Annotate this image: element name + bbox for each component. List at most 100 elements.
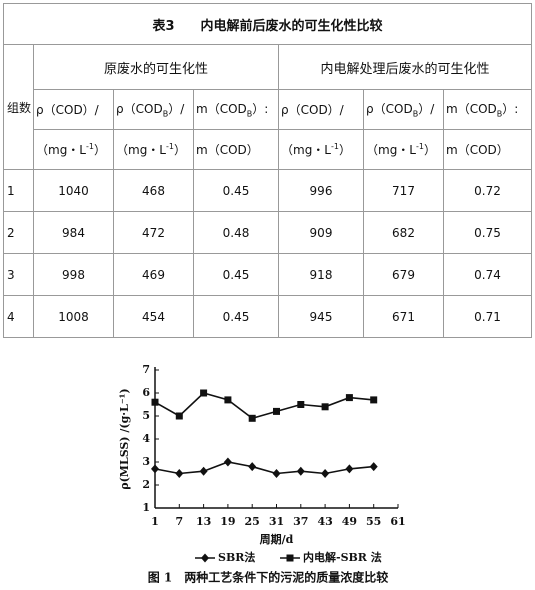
header-text: B (162, 109, 169, 119)
table-cell: 468 (113, 169, 194, 212)
header-text: ρ（COD (366, 102, 413, 117)
header-text: m（COD (446, 102, 497, 117)
column-header: （mg・L-1） (278, 129, 364, 170)
table-cell: 0.45 (193, 253, 279, 296)
y-tick-label: 1 (142, 501, 150, 514)
row-header: 组数 (3, 44, 34, 170)
column-header: （mg・L-1） (363, 129, 444, 170)
header-text: ）/ (418, 102, 435, 117)
header-text: ρ（COD (116, 102, 163, 117)
column-header: ρ（COD）/ (278, 89, 364, 130)
point (200, 389, 208, 397)
table-cell: 682 (363, 211, 444, 254)
table-cell: 1040 (33, 169, 114, 212)
legend-marker (286, 554, 294, 562)
table-row: 4 1008 454 0.45 945 671 0.71 (3, 295, 532, 338)
point (321, 403, 329, 411)
x-tick-label: 19 (220, 515, 235, 528)
legend-label: SBR法 (218, 550, 255, 564)
y-axis-label: ρ(MLSS) /(g·L⁻¹) (118, 388, 131, 489)
table-cell: 984 (33, 211, 114, 254)
column-header: （mg・L-1） (33, 129, 114, 170)
point (273, 407, 280, 415)
y-tick-label: 7 (142, 363, 150, 376)
table-cell: 998 (33, 253, 114, 296)
table-cell: 945 (278, 295, 364, 338)
point (151, 464, 159, 474)
series-line (154, 461, 374, 475)
x-tick-label: 31 (269, 515, 284, 528)
point (175, 469, 184, 478)
header-text: -1 (86, 142, 94, 151)
x-tick-label: 13 (196, 515, 211, 528)
header-text: ρ（COD）/ (281, 103, 344, 117)
table-cell: 3 (3, 253, 34, 296)
table-row: 1 1040 468 0.45 996 717 0.72 (3, 169, 532, 212)
x-tick-label: 49 (342, 515, 357, 528)
header-text: ρ（COD）/ (36, 103, 99, 117)
y-tick-label: 2 (142, 478, 150, 491)
header-text: ） (423, 143, 436, 157)
header-text: （mg・L (36, 143, 86, 157)
table-cell: 0.72 (443, 169, 532, 212)
table-cell: 0.75 (443, 211, 532, 254)
header-text: m（COD） (446, 143, 509, 157)
point (175, 412, 183, 420)
group-header: 原废水的可生化性 (33, 44, 279, 90)
point (224, 396, 232, 404)
header-text: （mg・L (281, 143, 331, 157)
header-text: ） (173, 143, 186, 157)
chart: 1 2 3 4 5 6 7 1 7 13 19 25 31 37 43 49 55 61 ρ(MLSS) /(g·L… (118, 363, 406, 585)
point (248, 414, 256, 422)
header-text: ）: (502, 102, 519, 117)
y-tick-label: 6 (142, 386, 150, 399)
table-cell: 671 (363, 295, 444, 338)
x-tick-label: 25 (245, 515, 260, 528)
header-text: m（COD (196, 102, 247, 117)
x-tick-label: 7 (175, 515, 183, 528)
point (321, 469, 330, 478)
y-tick-label: 3 (142, 455, 150, 468)
header-text: （mg・L (366, 143, 416, 157)
table-cell: 0.45 (193, 295, 279, 338)
table-cell: 469 (113, 253, 194, 296)
x-tick-label: 1 (151, 515, 159, 528)
point (297, 401, 305, 408)
table-cell: 909 (278, 211, 364, 254)
table-cell: 996 (278, 169, 364, 212)
point (248, 462, 257, 472)
table-row: 3 998 469 0.45 918 679 0.74 (3, 253, 532, 296)
group-header: 内电解处理后废水的可生化性 (278, 44, 532, 90)
column-header: m（CODB）: (443, 89, 532, 130)
y-tick-label: 5 (142, 409, 150, 422)
table-cell: 472 (113, 211, 194, 254)
point (151, 398, 159, 406)
header-text: ） (93, 143, 106, 157)
table-cell: 0.48 (193, 211, 279, 254)
header-text: -1 (166, 142, 174, 151)
point (369, 462, 378, 472)
caption: 图 1 两种工艺条件下的污泥的质量浓度比较 (148, 570, 389, 585)
header-text: ）/ (168, 102, 185, 117)
table-cell: 2 (3, 211, 34, 254)
table-cell: 454 (113, 295, 194, 338)
header-text: -1 (331, 142, 339, 151)
header-text: ） (338, 143, 351, 157)
header-text: （mg・L (116, 143, 166, 157)
column-header: （mg・L-1） (113, 129, 194, 170)
table-title: 表3 内电解前后废水的可生化性比较 (3, 3, 532, 45)
table-cell: 1008 (33, 295, 114, 338)
table-cell: 0.71 (443, 295, 532, 338)
table-cell: 4 (3, 295, 34, 338)
table-cell: 0.74 (443, 253, 532, 296)
column-header: ρ（COD）/ (33, 89, 114, 130)
x-tick-label: 61 (390, 515, 405, 528)
point (272, 469, 281, 478)
x-axis-label: 周期/d (260, 532, 294, 546)
table-cell: 1 (3, 169, 34, 212)
x-tick-label: 37 (293, 515, 308, 528)
table-row: 2 984 472 0.48 909 682 0.75 (3, 211, 532, 254)
point (370, 396, 378, 404)
y-tick-label: 4 (142, 432, 150, 445)
